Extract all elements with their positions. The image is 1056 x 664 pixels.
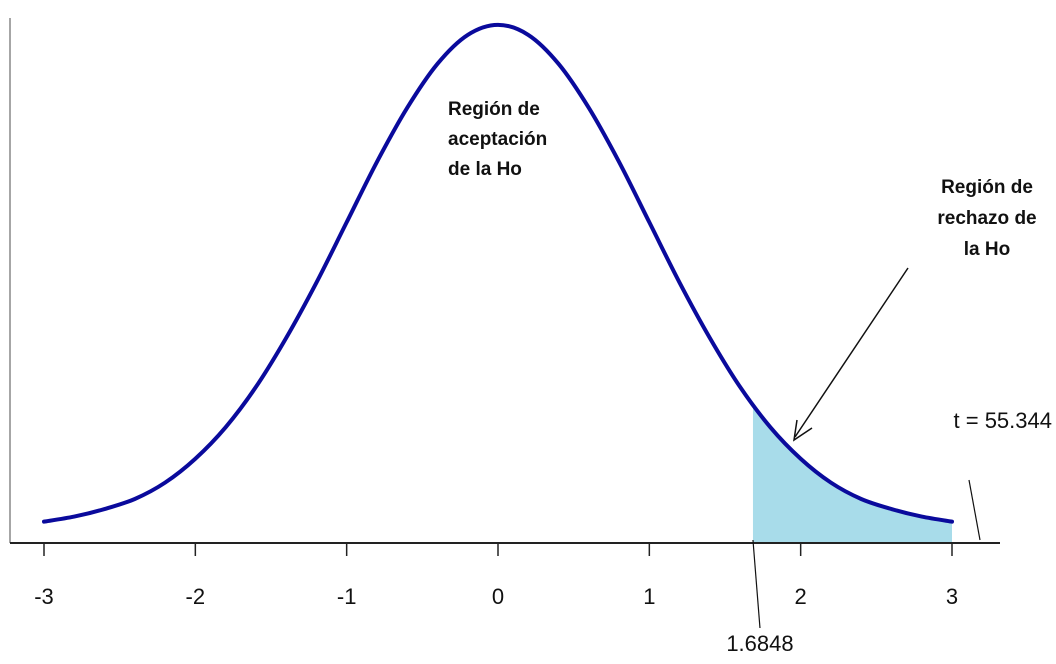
x-tick-label: -3 [34, 584, 54, 609]
critical-label: 1.6848 [726, 631, 793, 656]
x-tick-label: 0 [492, 584, 504, 609]
rejection-label: Región de [941, 177, 1033, 198]
statistic-label: t = 55.344 [954, 408, 1052, 433]
arrow [794, 267, 909, 438]
critical-pointer [752, 539, 761, 629]
rejection-label: rechazo de [937, 208, 1036, 229]
acceptance-label: de la Ho [448, 159, 522, 180]
rejection-area [752, 404, 952, 543]
statistic-pointer [968, 479, 981, 541]
x-tick-label: -1 [337, 584, 357, 609]
acceptance-label: Región de [448, 99, 540, 120]
x-tick-label: 2 [795, 584, 807, 609]
x-tick-label: 3 [946, 584, 958, 609]
arrow-head [793, 419, 813, 442]
rejection-label: la Ho [964, 239, 1010, 260]
acceptance-label: aceptación [448, 129, 547, 150]
density-curve [42, 22, 954, 524]
x-tick-label: 1 [643, 584, 655, 609]
x-tick-label: -2 [186, 584, 206, 609]
